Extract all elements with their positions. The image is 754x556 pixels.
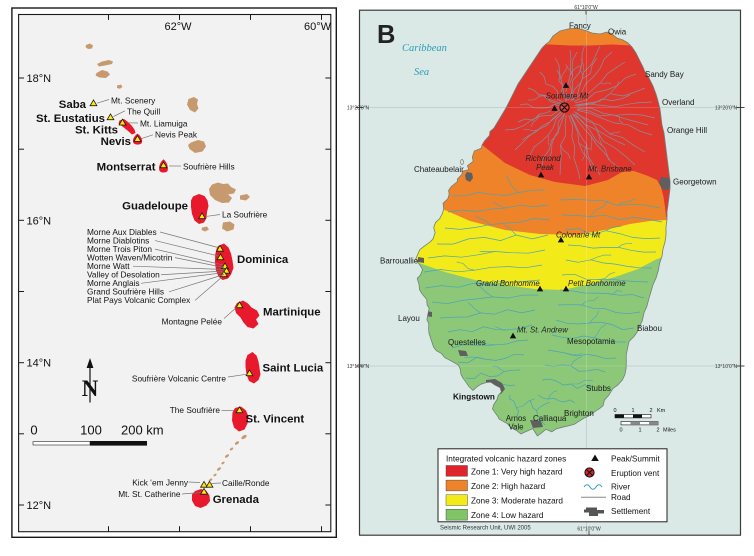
svg-text:Peak: Peak [536,163,555,172]
svg-text:Mt. Scenery: Mt. Scenery [111,96,156,106]
svg-text:Eruption vent: Eruption vent [611,469,660,478]
svg-text:2: 2 [649,408,652,414]
svg-text:Zone 3: Moderate hazard: Zone 3: Moderate hazard [471,497,563,506]
svg-text:Soufrière Hills: Soufrière Hills [183,162,235,172]
svg-text:Seismic Research Unit, UWI 200: Seismic Research Unit, UWI 2005 [440,526,531,532]
svg-text:Montserrat: Montserrat [97,162,156,174]
svg-text:Peak/Summit: Peak/Summit [611,455,660,464]
svg-text:Grenada: Grenada [213,494,260,506]
svg-text:Zone 2: High hazard: Zone 2: High hazard [471,482,546,491]
svg-text:Chateaubelair: Chateaubelair [414,165,464,174]
svg-text:Richmond: Richmond [525,154,561,163]
svg-text:Biabou: Biabou [637,324,662,333]
svg-text:Mesopotamia: Mesopotamia [567,337,616,346]
svg-text:Calliaqua: Calliaqua [533,414,567,423]
svg-text:Sandy Bay: Sandy Bay [645,70,684,79]
svg-text:13°10'0"N: 13°10'0"N [347,364,370,370]
svg-text:Soufriere Mt: Soufriere Mt [546,92,589,101]
svg-text:12°N: 12°N [27,500,52,512]
svg-text:The Quill: The Quill [127,107,160,117]
svg-text:Brighton: Brighton [564,409,594,418]
svg-text:Caribbean: Caribbean [402,43,447,54]
svg-text:18°N: 18°N [27,73,52,85]
svg-text:Grand Bonhomme: Grand Bonhomme [476,279,540,288]
svg-text:Georgetown: Georgetown [673,178,717,187]
svg-text:Stubbs: Stubbs [586,384,611,393]
svg-text:2: 2 [656,428,659,434]
svg-text:Soufrière Volcanic Centre: Soufrière Volcanic Centre [132,374,226,384]
svg-text:Saba: Saba [59,99,87,111]
svg-text:Road: Road [611,493,631,502]
svg-text:The Soufrière: The Soufrière [170,405,221,415]
svg-text:La Soufrière: La Soufrière [222,210,268,220]
svg-text:14°N: 14°N [27,358,52,370]
svg-text:1: 1 [631,408,634,414]
svg-text:1: 1 [638,428,641,434]
svg-text:13°20'0"N: 13°20'0"N [347,106,370,112]
svg-text:Mt. St. Catherine: Mt. St. Catherine [118,489,181,499]
svg-text:Barrouallie: Barrouallie [380,257,419,266]
svg-text:0: 0 [619,428,622,434]
svg-text:Fancy: Fancy [569,22,591,31]
svg-text:Caille/Ronde: Caille/Ronde [222,478,270,488]
svg-text:Settlement: Settlement [611,507,651,516]
svg-text:Saint Lucia: Saint Lucia [263,363,324,375]
svg-text:Petit Bonhomme: Petit Bonhomme [568,279,626,288]
svg-text:0: 0 [30,423,37,438]
svg-text:60°W: 60°W [304,21,332,33]
svg-text:61°10'0"W: 61°10'0"W [574,5,598,11]
svg-text:Nevis: Nevis [101,136,131,148]
svg-text:13°10'0"N: 13°10'0"N [715,364,738,370]
svg-text:Colonarie Mt: Colonarie Mt [556,231,601,240]
svg-text:Mt. Brisbane: Mt. Brisbane [588,165,632,174]
svg-text:St. Eustatius: St. Eustatius [36,113,105,125]
svg-text:Kingstown: Kingstown [453,393,495,402]
svg-text:Questelles: Questelles [448,338,486,347]
svg-text:Kick ‘em Jenny: Kick ‘em Jenny [132,477,189,487]
svg-text:Vale: Vale [508,423,523,432]
svg-text:River: River [611,483,630,492]
svg-text:Mt. St. Andrew: Mt. St. Andrew [517,326,569,335]
svg-text:Layou: Layou [398,314,420,323]
svg-text:Zone 1: Very high hazard: Zone 1: Very high hazard [471,467,563,476]
svg-text:Montagne Pelée: Montagne Pelée [162,317,223,327]
svg-text:N: N [82,376,99,401]
svg-text:Martinique: Martinique [263,307,321,319]
svg-text:16°N: 16°N [27,215,52,227]
svg-text:13°20'0"N: 13°20'0"N [715,106,738,112]
svg-text:Overland: Overland [662,98,694,107]
svg-text:Integrated volcanic hazard zon: Integrated volcanic hazard zones [446,455,566,464]
svg-text:Sea: Sea [414,67,429,78]
svg-text:Owia: Owia [608,28,627,37]
svg-text:Plat Pays Volcanic Complex: Plat Pays Volcanic Complex [87,295,191,305]
svg-text:100: 100 [80,423,102,438]
svg-text:Dominica: Dominica [237,254,289,266]
svg-text:Miles: Miles [663,428,676,434]
svg-text:200 km: 200 km [121,423,164,438]
svg-text:Orange Hill: Orange Hill [667,126,707,135]
svg-text:Guadeloupe: Guadeloupe [122,201,188,213]
svg-text:62°W: 62°W [164,21,192,33]
svg-text:Nevis Peak: Nevis Peak [155,130,198,140]
svg-text:Km: Km [657,408,666,414]
svg-text:St. Vincent: St. Vincent [246,413,305,425]
svg-text:B: B [377,21,395,49]
svg-text:St. Kitts: St. Kitts [75,125,118,137]
svg-text:Mt. Liamuiga: Mt. Liamuiga [140,119,188,129]
svg-text:0: 0 [613,408,616,414]
svg-text:Zone 4: Low hazard: Zone 4: Low hazard [471,511,544,520]
